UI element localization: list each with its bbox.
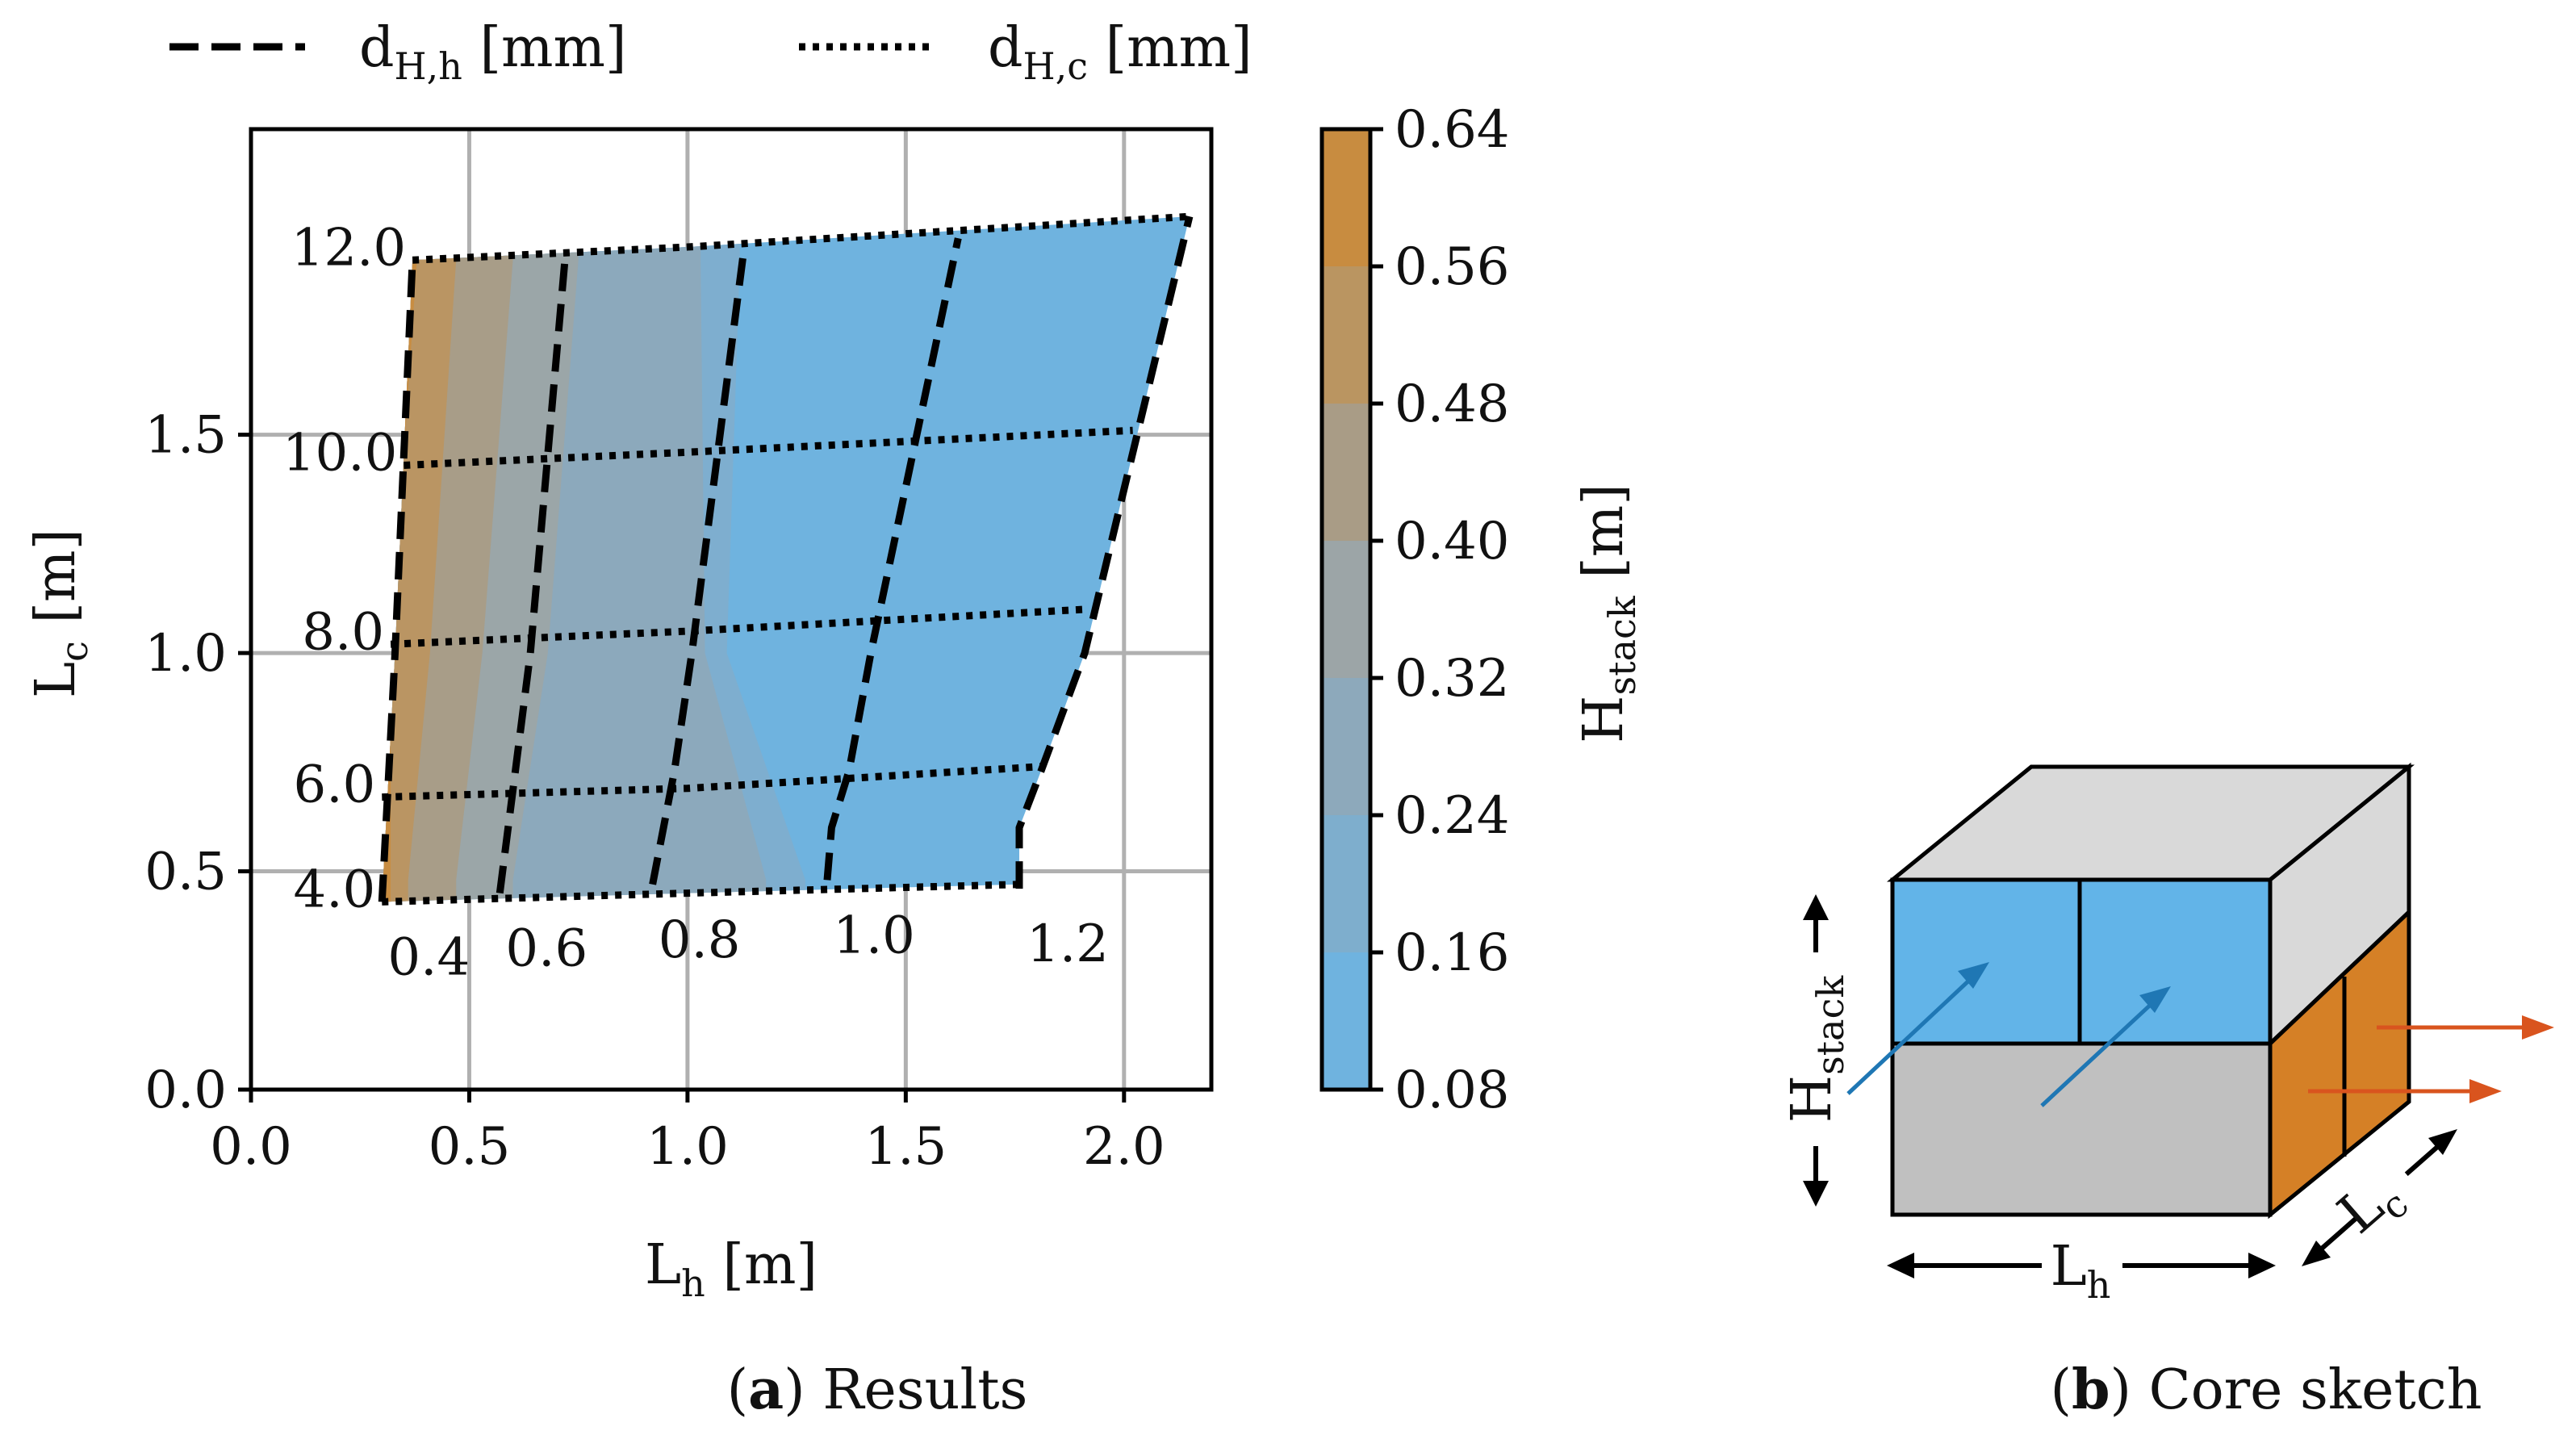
hot-flow-arrow xyxy=(1846,975,1975,1095)
dhc-contour-line xyxy=(382,881,1020,906)
depth-arrowhead-high xyxy=(2428,1129,2457,1155)
colorbar-tick-label: 0.48 xyxy=(1395,374,1510,434)
axis-ticks: 0.0 0.5 1.0 1.5 2.0 0.0 0.5 1.0 1.5 xyxy=(144,406,1165,1177)
cold-flow-arrowhead-2 xyxy=(2469,1079,2502,1103)
colorbar-band xyxy=(1322,266,1370,404)
colorbar-band xyxy=(1322,404,1370,541)
colorbar-tick-label: 0.24 xyxy=(1395,786,1510,846)
dhc-value-label: 4.0 xyxy=(293,860,375,919)
y-tick-label: 1.0 xyxy=(144,624,227,684)
dhc-contour-line xyxy=(390,605,1085,648)
dhc-contour-line xyxy=(412,212,1190,264)
hot-flow-arrowhead xyxy=(1958,962,1989,989)
x-tick-label: 2.0 xyxy=(1083,1117,1165,1177)
height-dimension-label: Hstack xyxy=(1780,975,1852,1123)
hot-flow-arrowhead-2 xyxy=(2139,986,2171,1013)
x-tick-label: 1.5 xyxy=(864,1117,947,1177)
y-tick-label: 1.5 xyxy=(144,406,227,466)
dhh-value-label: 0.8 xyxy=(659,910,741,970)
plot-frame xyxy=(249,127,1214,1092)
width-label-bg xyxy=(2042,1239,2122,1292)
core-sketch: Hstack Lh Lc xyxy=(1780,762,2554,1307)
dhh-contour-line xyxy=(378,260,416,902)
dhh-value-label: 0.4 xyxy=(387,927,470,987)
colorbar-label: Hstack [m] xyxy=(1572,483,1644,743)
legend-dhh-label: dH,h [mm] xyxy=(359,16,627,88)
x-tick-label: 1.0 xyxy=(646,1117,729,1177)
dhc-contour-line xyxy=(404,426,1133,469)
dhh-value-label: 1.0 xyxy=(833,906,915,965)
x-tick-label: 0.0 xyxy=(210,1117,292,1177)
colorbar-tick-label: 0.64 xyxy=(1395,100,1510,160)
colorbar-ticks: 0.08 0.16 0.24 0.32 0.40 0.48 0.56 0.64 xyxy=(1370,100,1510,1120)
y-tick-label: 0.5 xyxy=(144,843,227,902)
colorbar-frame xyxy=(1319,127,1373,1092)
colorbar-band xyxy=(1322,129,1370,266)
x-tick-label: 0.5 xyxy=(429,1117,511,1177)
dhc-value-label: 8.0 xyxy=(302,602,384,662)
dhh-contour-line xyxy=(823,237,962,881)
caption-b: (b) Core sketch xyxy=(2050,1358,2482,1422)
dhh-contour-line xyxy=(496,255,569,894)
y-axis-label: Lc [m] xyxy=(24,529,96,698)
dhh-value-label: 1.2 xyxy=(1027,914,1109,974)
colorbar-band xyxy=(1322,815,1370,952)
contour-lines xyxy=(378,212,1194,906)
colorbar-tick-label: 0.40 xyxy=(1395,512,1510,571)
width-dimension-label: Lh xyxy=(2051,1235,2111,1307)
width-arrowhead-left xyxy=(1887,1253,1914,1278)
dhc-value-label: 12.0 xyxy=(291,218,407,278)
colorbar-tick-label: 0.16 xyxy=(1395,923,1510,983)
dhh-value-label: 0.6 xyxy=(505,919,588,979)
colorbar-band xyxy=(1322,952,1370,1090)
legend-dhc-label: dH,c [mm] xyxy=(988,16,1252,88)
depth-arrowhead-low xyxy=(2302,1241,2331,1266)
dhh-contour-line xyxy=(649,246,748,885)
dhc-contour-line xyxy=(382,763,1042,801)
width-arrowhead-right xyxy=(2248,1253,2276,1278)
x-axis-label: Lh [m] xyxy=(645,1233,818,1305)
colorbar-tick-label: 0.56 xyxy=(1395,237,1510,297)
colorbar-band xyxy=(1322,678,1370,815)
legend: dH,h [mm] dH,c [mm] xyxy=(169,16,1252,88)
colorbar-tick-label: 0.08 xyxy=(1395,1061,1510,1120)
height-arrowhead-bottom xyxy=(1803,1181,1829,1207)
cold-flow-arrowhead xyxy=(2522,1015,2554,1040)
contour-value-labels: 0.4 0.6 0.8 1.0 1.2 4.0 6.0 8.0 10.0 12.0 xyxy=(282,218,1109,987)
dhc-value-label: 6.0 xyxy=(293,755,375,815)
hot-flow-arrow-2 xyxy=(2040,999,2156,1107)
y-tick-label: 0.0 xyxy=(144,1061,227,1120)
colorbar-tick-label: 0.32 xyxy=(1395,649,1510,709)
depth-label-bg xyxy=(2341,1156,2428,1241)
caption-a: (a) Results xyxy=(727,1358,1028,1422)
dhc-value-label: 10.0 xyxy=(282,424,398,483)
height-label-bg xyxy=(1787,952,1845,1146)
colorbar xyxy=(1322,129,1370,1090)
core-front-lower xyxy=(1890,1041,2273,1217)
dhh-contour-line xyxy=(1015,215,1194,889)
height-arrowhead-top xyxy=(1803,894,1829,920)
colorbar-band xyxy=(1322,541,1370,678)
